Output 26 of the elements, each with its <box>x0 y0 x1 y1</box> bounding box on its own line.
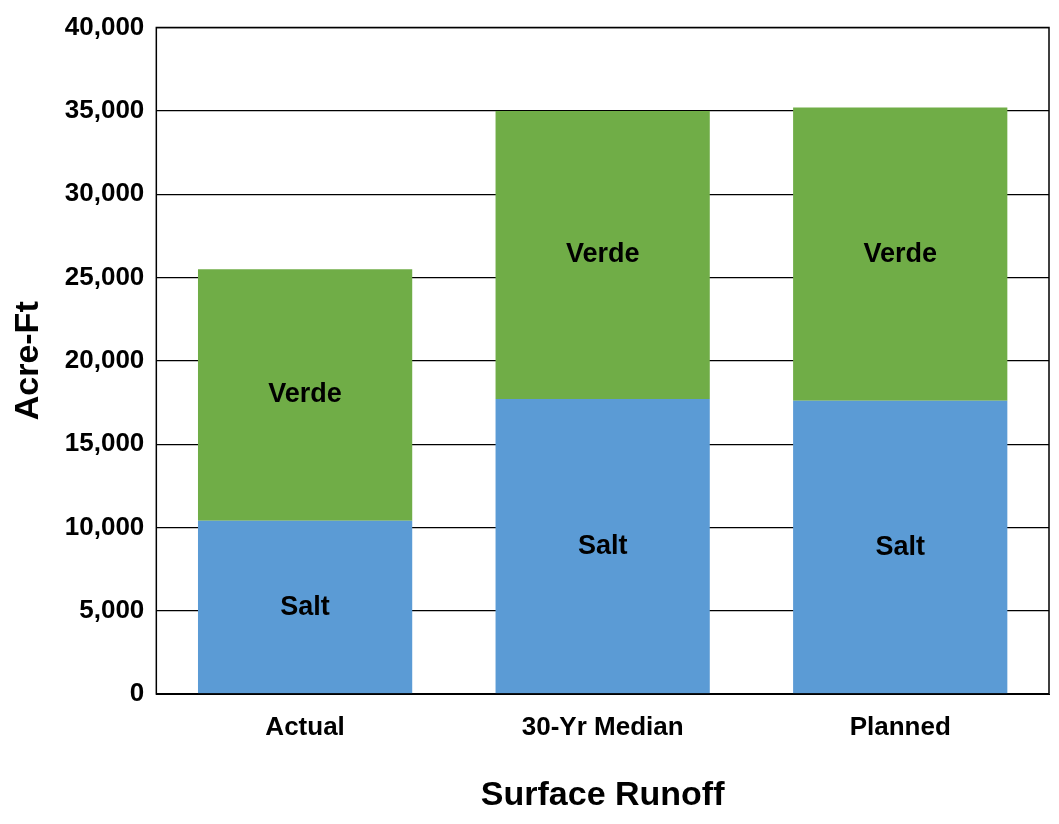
text: Salt <box>577 529 628 560</box>
bar <box>495 110 710 400</box>
bar <box>495 399 710 694</box>
text: Verde <box>863 237 937 268</box>
x-axis-title: Surface Runoff <box>480 773 726 812</box>
text: Salt <box>875 530 925 561</box>
y-tick-label: 25,000 <box>64 260 145 291</box>
series-label: Verde <box>565 238 640 269</box>
x-tick-label: 30-Yr Median <box>521 710 684 741</box>
x-tick-label: Actual <box>265 710 345 741</box>
bar <box>793 400 1008 694</box>
y-tick-label: 20,000 <box>64 343 145 374</box>
bar <box>197 520 413 694</box>
series-label: Salt <box>280 590 330 621</box>
y-tick-label: 15,000 <box>64 427 145 458</box>
y-tick-label: 35,000 <box>64 94 145 125</box>
y-tick-label: 40,000 <box>64 10 145 41</box>
text: Verde <box>268 378 342 409</box>
y-tick-label: 0 <box>129 677 145 708</box>
bar <box>793 107 1008 401</box>
x-tick-label: Planned <box>849 710 951 741</box>
y-axis-title: Acre-Ft <box>6 301 45 421</box>
y-tick-label: 5,000 <box>79 593 145 624</box>
bar <box>197 269 413 521</box>
y-tick-label: 30,000 <box>64 177 145 208</box>
y-tick-label: 10,000 <box>64 510 145 541</box>
